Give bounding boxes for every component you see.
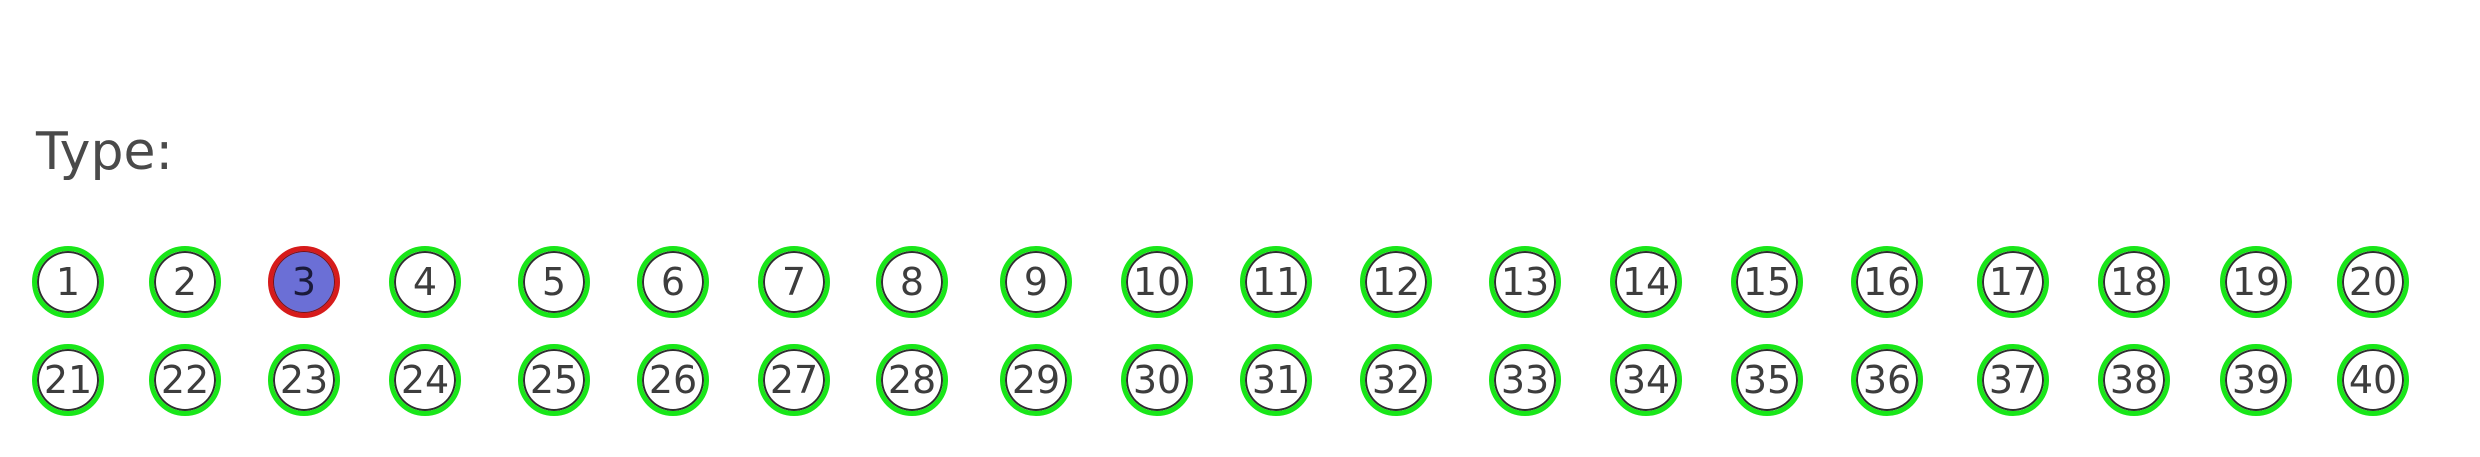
type-option-12[interactable]: 12	[1360, 246, 1432, 318]
type-option-label: 22	[160, 358, 210, 402]
type-label: Type:	[36, 122, 173, 182]
type-option-36[interactable]: 36	[1851, 344, 1923, 416]
type-option-4[interactable]: 4	[389, 246, 461, 318]
type-option-label: 16	[1862, 260, 1912, 304]
type-option-label: 37	[1988, 358, 2038, 402]
type-option-label: 23	[279, 358, 329, 402]
type-option-32[interactable]: 32	[1360, 344, 1432, 416]
type-option-label: 19	[2231, 260, 2281, 304]
type-option-label: 18	[2109, 260, 2159, 304]
type-option-label: 3	[291, 260, 317, 304]
type-option-33[interactable]: 33	[1489, 344, 1561, 416]
type-option-10[interactable]: 10	[1121, 246, 1193, 318]
type-option-label: 39	[2231, 358, 2281, 402]
type-option-label: 26	[648, 358, 698, 402]
type-option-label: 38	[2109, 358, 2159, 402]
type-option-39[interactable]: 39	[2220, 344, 2292, 416]
type-option-23[interactable]: 23	[268, 344, 340, 416]
type-option-label: 10	[1132, 260, 1182, 304]
type-option-label: 24	[400, 358, 450, 402]
type-option-22[interactable]: 22	[149, 344, 221, 416]
type-option-2[interactable]: 2	[149, 246, 221, 318]
type-option-20[interactable]: 20	[2337, 246, 2409, 318]
type-option-29[interactable]: 29	[1000, 344, 1072, 416]
type-option-15[interactable]: 15	[1731, 246, 1803, 318]
type-option-label: 1	[55, 260, 81, 304]
type-option-13[interactable]: 13	[1489, 246, 1561, 318]
type-option-37[interactable]: 37	[1977, 344, 2049, 416]
type-option-5[interactable]: 5	[518, 246, 590, 318]
type-option-6[interactable]: 6	[637, 246, 709, 318]
type-option-17[interactable]: 17	[1977, 246, 2049, 318]
type-option-27[interactable]: 27	[758, 344, 830, 416]
type-option-label: 40	[2348, 358, 2398, 402]
type-option-label: 5	[541, 260, 567, 304]
type-option-label: 7	[781, 260, 807, 304]
type-option-label: 27	[769, 358, 819, 402]
type-option-label: 6	[660, 260, 686, 304]
type-option-34[interactable]: 34	[1610, 344, 1682, 416]
type-option-label: 31	[1251, 358, 1301, 402]
type-option-40[interactable]: 40	[2337, 344, 2409, 416]
type-option-11[interactable]: 11	[1240, 246, 1312, 318]
type-option-label: 4	[412, 260, 438, 304]
type-option-18[interactable]: 18	[2098, 246, 2170, 318]
type-option-label: 11	[1251, 260, 1301, 304]
type-option-label: 17	[1988, 260, 2038, 304]
type-option-25[interactable]: 25	[518, 344, 590, 416]
type-option-label: 9	[1023, 260, 1049, 304]
type-option-label: 36	[1862, 358, 1912, 402]
type-option-label: 35	[1742, 358, 1792, 402]
type-option-30[interactable]: 30	[1121, 344, 1193, 416]
type-option-9[interactable]: 9	[1000, 246, 1072, 318]
type-option-label: 28	[887, 358, 937, 402]
type-option-7[interactable]: 7	[758, 246, 830, 318]
type-option-label: 33	[1500, 358, 1550, 402]
type-option-label: 15	[1742, 260, 1792, 304]
type-option-19[interactable]: 19	[2220, 246, 2292, 318]
type-option-label: 32	[1371, 358, 1421, 402]
type-option-21[interactable]: 21	[32, 344, 104, 416]
type-option-35[interactable]: 35	[1731, 344, 1803, 416]
type-option-16[interactable]: 16	[1851, 246, 1923, 318]
type-option-label: 20	[2348, 260, 2398, 304]
type-option-label: 34	[1621, 358, 1671, 402]
type-option-label: 13	[1500, 260, 1550, 304]
type-option-label: 25	[529, 358, 579, 402]
type-option-24[interactable]: 24	[389, 344, 461, 416]
type-option-label: 2	[172, 260, 198, 304]
type-option-1[interactable]: 1	[32, 246, 104, 318]
type-option-14[interactable]: 14	[1610, 246, 1682, 318]
type-option-38[interactable]: 38	[2098, 344, 2170, 416]
type-option-label: 29	[1011, 358, 1061, 402]
type-option-label: 14	[1621, 260, 1671, 304]
type-option-26[interactable]: 26	[637, 344, 709, 416]
type-option-label: 30	[1132, 358, 1182, 402]
type-option-label: 21	[43, 358, 93, 402]
type-option-31[interactable]: 31	[1240, 344, 1312, 416]
type-option-28[interactable]: 28	[876, 344, 948, 416]
type-option-label: 12	[1371, 260, 1421, 304]
type-option-3[interactable]: 3	[268, 246, 340, 318]
type-option-label: 8	[899, 260, 925, 304]
type-option-8[interactable]: 8	[876, 246, 948, 318]
